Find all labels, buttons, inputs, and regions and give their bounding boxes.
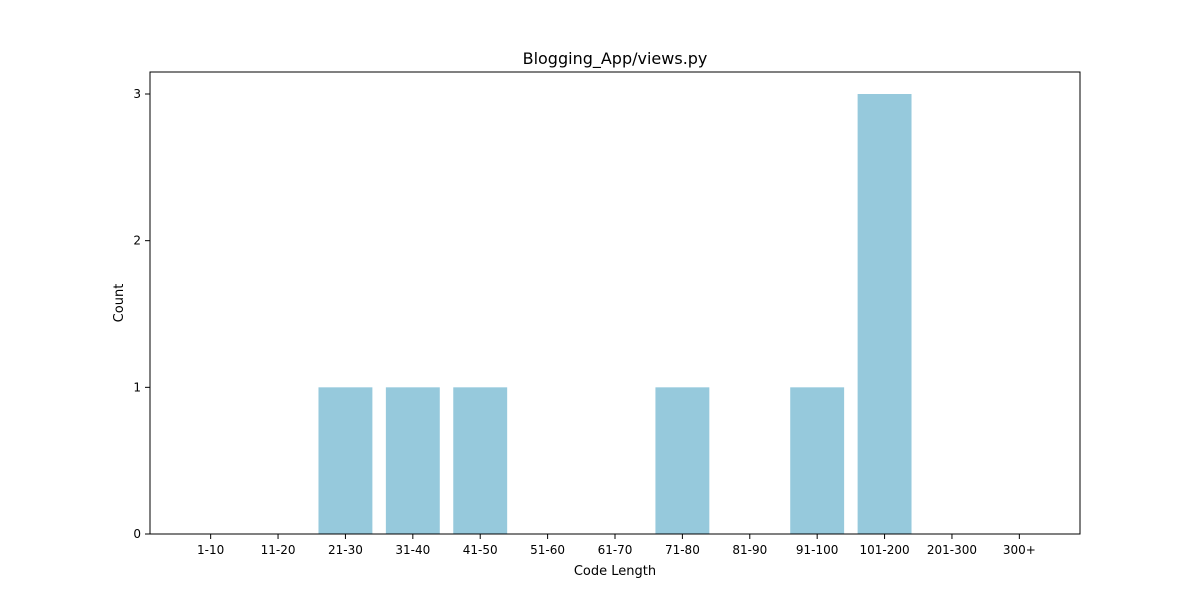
x-tick-label: 101-200 xyxy=(859,543,909,557)
bars-group xyxy=(318,94,912,534)
bar xyxy=(655,387,710,534)
x-tick-label: 81-90 xyxy=(732,543,767,557)
y-tick-label: 2 xyxy=(133,234,141,248)
x-tick-label: 71-80 xyxy=(665,543,700,557)
y-axis-label: Count xyxy=(112,284,127,323)
y-tick-label: 1 xyxy=(133,380,141,394)
y-tick-label: 3 xyxy=(133,87,141,101)
x-tick-label: 61-70 xyxy=(598,543,633,557)
x-tick-label: 91-100 xyxy=(796,543,839,557)
y-axis: 0 1 2 3 xyxy=(133,87,150,541)
bar xyxy=(318,387,373,534)
x-tick-label: 51-60 xyxy=(530,543,565,557)
bar xyxy=(790,387,845,534)
bar xyxy=(385,387,440,534)
x-tick-label: 1-10 xyxy=(197,543,224,557)
y-tick-label: 0 xyxy=(133,527,141,541)
bar xyxy=(453,387,508,534)
x-axis-label: Code Length xyxy=(574,564,656,579)
x-axis: 1-10 11-20 21-30 31-40 41-50 51-60 61-70 71-80 8… xyxy=(197,534,1036,557)
x-tick-label: 300+ xyxy=(1003,543,1036,557)
x-tick-label: 21-30 xyxy=(328,543,363,557)
bar xyxy=(857,94,912,534)
x-tick-label: 11-20 xyxy=(261,543,296,557)
x-tick-label: 201-300 xyxy=(927,543,977,557)
x-tick-label: 41-50 xyxy=(463,543,498,557)
x-tick-label: 31-40 xyxy=(395,543,430,557)
chart-title: Blogging_App/views.py xyxy=(523,49,708,69)
